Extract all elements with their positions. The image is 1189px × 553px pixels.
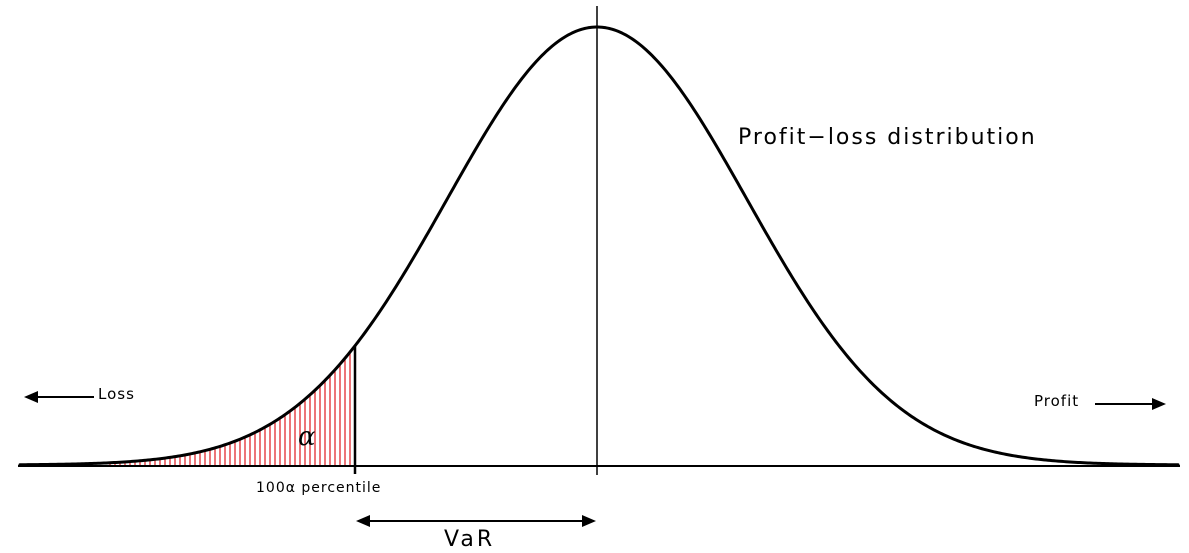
var-double-arrow: [356, 515, 596, 527]
loss-arrow: [24, 391, 94, 403]
profit-label: Profit: [1034, 392, 1079, 410]
distribution-label: Profit−loss distribution: [738, 125, 1037, 150]
var-label: VaR: [444, 527, 495, 552]
distribution-curve: [18, 25, 1180, 467]
percentile-label: 100α percentile: [256, 480, 381, 496]
tail-area-hatching: [109, 353, 351, 465]
loss-label: Loss: [98, 385, 135, 403]
alpha-label: α: [298, 422, 316, 452]
profit-arrow: [1095, 398, 1166, 410]
